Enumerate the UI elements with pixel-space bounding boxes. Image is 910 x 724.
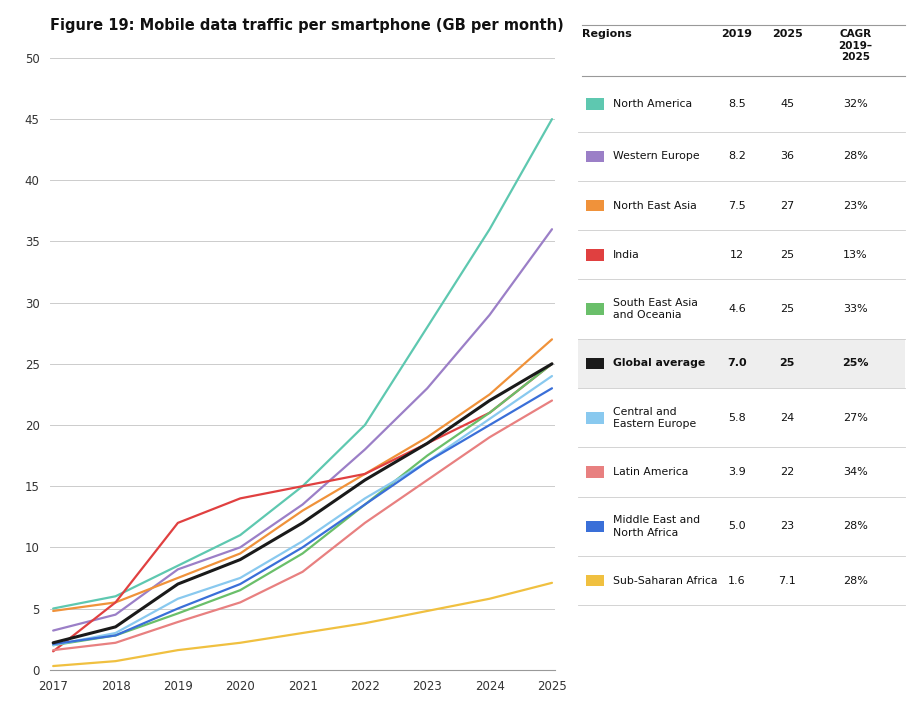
Text: 28%: 28% <box>843 151 868 161</box>
Text: 25: 25 <box>780 304 794 314</box>
Text: 8.2: 8.2 <box>728 151 746 161</box>
Text: Western Europe: Western Europe <box>613 151 700 161</box>
Text: 2019: 2019 <box>722 29 753 39</box>
Text: 13%: 13% <box>843 250 868 260</box>
Text: 5.0: 5.0 <box>728 521 746 531</box>
Text: 7.1: 7.1 <box>778 576 796 586</box>
Text: North America: North America <box>613 99 693 109</box>
Text: 28%: 28% <box>843 576 868 586</box>
Text: 12: 12 <box>730 250 744 260</box>
Text: Latin America: Latin America <box>613 467 689 477</box>
Text: CAGR
2019–
2025: CAGR 2019– 2025 <box>838 29 873 62</box>
Text: 28%: 28% <box>843 521 868 531</box>
Text: 22: 22 <box>780 467 794 477</box>
Text: 36: 36 <box>780 151 794 161</box>
Text: 7.0: 7.0 <box>727 358 747 369</box>
Text: 25%: 25% <box>842 358 869 369</box>
Text: 24: 24 <box>780 413 794 423</box>
Text: 34%: 34% <box>843 467 868 477</box>
Text: 23%: 23% <box>843 201 868 211</box>
Text: Middle East and
North Africa: Middle East and North Africa <box>613 515 701 537</box>
Text: 33%: 33% <box>843 304 868 314</box>
Text: India: India <box>613 250 640 260</box>
Text: 3.9: 3.9 <box>728 467 746 477</box>
Text: 27%: 27% <box>843 413 868 423</box>
Text: 8.5: 8.5 <box>728 99 746 109</box>
Text: 45: 45 <box>780 99 794 109</box>
Text: 25: 25 <box>780 250 794 260</box>
Text: 32%: 32% <box>843 99 868 109</box>
Text: Sub-Saharan Africa: Sub-Saharan Africa <box>613 576 718 586</box>
Text: 5.8: 5.8 <box>728 413 746 423</box>
Text: Regions: Regions <box>582 29 632 39</box>
Text: 25: 25 <box>780 358 794 369</box>
Text: North East Asia: North East Asia <box>613 201 697 211</box>
Text: 23: 23 <box>780 521 794 531</box>
Text: 7.5: 7.5 <box>728 201 746 211</box>
Text: Central and
Eastern Europe: Central and Eastern Europe <box>613 407 696 429</box>
Text: 27: 27 <box>780 201 794 211</box>
Text: Figure 19: Mobile data traffic per smartphone (GB per month): Figure 19: Mobile data traffic per smart… <box>50 18 564 33</box>
Text: South East Asia
and Oceania: South East Asia and Oceania <box>613 298 698 320</box>
Text: 4.6: 4.6 <box>728 304 746 314</box>
Text: 2025: 2025 <box>772 29 803 39</box>
Text: Global average: Global average <box>613 358 705 369</box>
Text: 1.6: 1.6 <box>728 576 746 586</box>
